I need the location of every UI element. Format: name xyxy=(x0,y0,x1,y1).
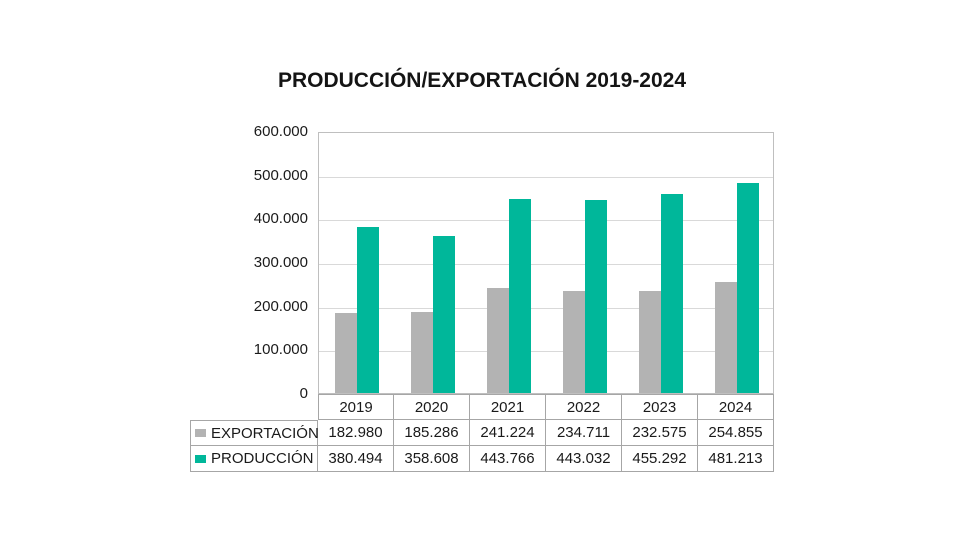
bar-producción-2024 xyxy=(737,183,759,393)
table-value-producción-2021: 443.766 xyxy=(470,446,546,472)
bar-exportación-2019 xyxy=(335,313,357,393)
bar-exportación-2021 xyxy=(487,288,509,393)
y-axis-label: 600.000 xyxy=(253,123,308,140)
gridline xyxy=(319,308,773,309)
x-axis-label-2024: 2024 xyxy=(698,394,774,420)
table-value-producción-2022: 443.032 xyxy=(546,446,622,472)
legend-label-producción: PRODUCCIÓN xyxy=(211,450,314,467)
bar-producción-2021 xyxy=(509,199,531,393)
y-axis-label: 500.000 xyxy=(253,167,308,184)
table-corner-cell xyxy=(190,394,318,420)
y-axis: 0 100.000 200.000 300.000 400.000 500.000 600.… xyxy=(190,123,308,402)
data-table: 2019 2020 2021 2022 2023 2024 EXPORTACIÓN 182.9… xyxy=(190,394,774,472)
table-value-producción-2023: 455.292 xyxy=(622,446,698,472)
table-value-producción-2019: 380.494 xyxy=(318,446,394,472)
bar-producción-2019 xyxy=(357,227,379,393)
x-axis-label-2022: 2022 xyxy=(546,394,622,420)
legend-producción: PRODUCCIÓN xyxy=(190,446,318,472)
gridline xyxy=(319,177,773,178)
bar-exportación-2020 xyxy=(411,312,433,393)
y-axis-label: 200.000 xyxy=(253,298,308,315)
legend-exportación: EXPORTACIÓN xyxy=(190,420,319,446)
table-value-exportación-2020: 185.286 xyxy=(394,420,470,446)
x-axis-label-2019: 2019 xyxy=(318,394,394,420)
table-value-producción-2024: 481.213 xyxy=(698,446,774,472)
table-value-exportación-2021: 241.224 xyxy=(470,420,546,446)
bar-exportación-2023 xyxy=(639,291,661,393)
legend-swatch-producción xyxy=(195,454,206,463)
gridline xyxy=(319,351,773,352)
legend-label-exportación: EXPORTACIÓN xyxy=(211,424,319,442)
gridline xyxy=(319,220,773,221)
table-value-exportación-2024: 254.855 xyxy=(698,420,774,446)
bar-exportación-2022 xyxy=(563,291,585,393)
x-axis-label-2023: 2023 xyxy=(622,394,698,420)
table-value-exportación-2022: 234.711 xyxy=(546,420,622,446)
y-axis-label: 100.000 xyxy=(253,341,308,358)
chart-title: PRODUCCIÓN/EXPORTACIÓN 2019-2024 xyxy=(277,69,687,92)
legend-swatch-exportación xyxy=(195,429,206,437)
bar-producción-2020 xyxy=(433,236,455,393)
bar-producción-2022 xyxy=(585,200,607,393)
y-axis-label: 300.000 xyxy=(253,254,308,271)
gridline xyxy=(319,264,773,265)
y-axis-label: 0 xyxy=(299,385,308,402)
table-value-exportación-2019: 182.980 xyxy=(318,420,394,446)
x-axis-label-2021: 2021 xyxy=(470,394,546,420)
plot-area xyxy=(318,132,774,394)
bar-exportación-2024 xyxy=(715,282,737,393)
y-axis-label: 400.000 xyxy=(253,210,308,227)
x-axis-label-2020: 2020 xyxy=(394,394,470,420)
table-value-producción-2020: 358.608 xyxy=(394,446,470,472)
table-value-exportación-2023: 232.575 xyxy=(622,420,698,446)
bar-producción-2023 xyxy=(661,194,683,393)
